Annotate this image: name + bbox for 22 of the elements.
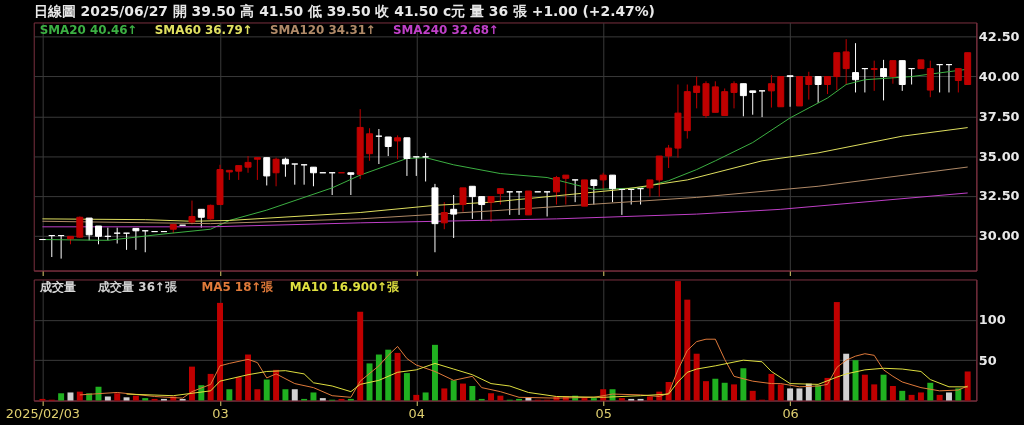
- chart-title: 日線圖 2025/06/27 開 39.50 高 41.50 低 39.50 收 41.50 c元 量 36 張 +1.00 (+2.47%): [33, 2, 655, 19]
- x-tick-label: 06: [782, 405, 799, 421]
- text: MA10 16.900↑張: [289, 280, 401, 295]
- x-tick-label: 03: [212, 405, 229, 421]
- x-tick-label: 05: [595, 405, 612, 421]
- y-tick-label: 30.00: [978, 228, 1020, 244]
- y-tick-label: 100: [978, 312, 1006, 328]
- y-tick-label: 42.50: [978, 29, 1020, 45]
- y-tick-label: 35.00: [978, 148, 1020, 164]
- text: SMA60 36.79↑: [154, 23, 253, 38]
- y-tick-label: 32.50: [978, 188, 1020, 204]
- text: SMA240 32.68↑: [392, 23, 500, 38]
- x-tick-label: 04: [408, 405, 425, 421]
- chart-title: 成交量: [38, 280, 76, 295]
- y-tick-label: 50: [978, 352, 997, 368]
- x-tick-label: 2025/02/03: [5, 405, 81, 421]
- text: 成交量 36↑張: [97, 280, 178, 295]
- text: SMA120 34.31↑: [269, 23, 377, 38]
- y-tick-label: 40.00: [978, 69, 1020, 85]
- text: MA5 18↑張: [201, 280, 275, 295]
- y-tick-label: 37.50: [978, 108, 1020, 124]
- text: SMA20 40.46↑: [39, 23, 138, 38]
